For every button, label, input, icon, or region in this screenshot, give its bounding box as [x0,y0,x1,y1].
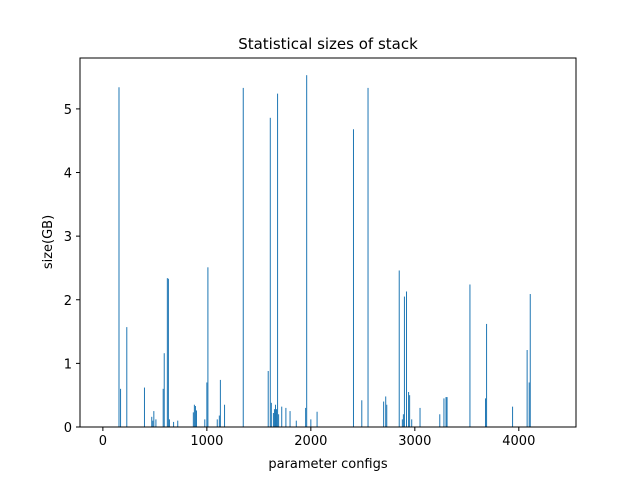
bar [155,419,157,427]
bar [512,406,514,427]
bar [401,419,403,427]
bar [529,294,531,427]
bar [177,420,179,427]
bar [216,419,218,427]
bar [310,419,312,427]
bar [219,379,221,427]
y-tick-label: 4 [64,167,72,182]
bar [445,397,447,427]
bar [274,404,276,427]
bar [267,371,269,427]
bar [277,93,279,427]
y-axis-label: size(GB) [41,215,56,269]
bar [316,411,318,427]
bar [528,382,530,427]
bar [167,278,169,427]
x-axis-label: parameter configs [268,457,388,472]
bar [485,398,487,427]
bar [306,75,308,428]
x-tick-label: 4000 [502,434,535,449]
bar [273,409,275,427]
bar [126,327,128,427]
bar [486,323,488,427]
bar [403,296,405,427]
bar [361,400,363,427]
bar [305,407,307,427]
x-tick-label: 3000 [398,434,431,449]
bar [152,420,154,427]
y-tick-label: 0 [64,421,72,436]
bar [120,388,122,427]
bar [270,402,272,427]
y-tick-label: 2 [64,294,72,309]
bar [446,397,448,427]
bar [168,419,170,427]
y-tick-label: 5 [64,103,72,118]
bar [153,411,155,427]
bar [163,353,165,427]
bar [151,416,153,427]
x-axis-ticks: 0 1000 2000 3000 4000 [99,427,535,449]
x-tick-label: 2000 [294,434,327,449]
bar [192,412,194,427]
plot-frame [79,57,577,428]
bar [281,406,283,427]
bar [411,419,413,427]
bar [166,278,168,427]
bar [409,395,411,427]
bar [402,414,404,427]
bar [242,87,244,428]
y-tick-label: 3 [64,230,72,245]
bar [118,87,120,428]
bar [439,414,441,427]
y-tick-label: 1 [64,357,72,372]
bar [383,401,385,427]
bar [408,392,410,427]
bar [406,291,408,427]
y-axis-ticks: 0 1 2 3 4 5 [64,103,80,436]
bar [385,396,387,427]
bar [367,87,369,428]
bar [193,404,195,427]
bar [269,117,271,428]
x-tick-label: 0 [99,434,107,449]
bar [224,404,226,427]
bar [207,267,209,427]
bar [173,421,175,427]
bar [295,420,297,427]
x-tick-label: 1000 [190,434,223,449]
bar [276,409,278,427]
bar [218,415,220,427]
bar [352,129,354,427]
bar [469,284,471,427]
bar [195,410,197,427]
bar [289,411,291,427]
bar [386,404,388,427]
bar [285,407,287,427]
bar [419,407,421,427]
bar [443,398,445,427]
bar [206,382,208,427]
bars-group [118,75,531,428]
bar [143,387,145,427]
bar [204,419,206,427]
bar [272,413,274,427]
bar [278,414,280,427]
chart-title: Statistical sizes of stack [238,35,418,53]
bar [398,270,400,427]
bar [162,388,164,427]
bar [526,350,528,427]
bar [194,406,196,427]
